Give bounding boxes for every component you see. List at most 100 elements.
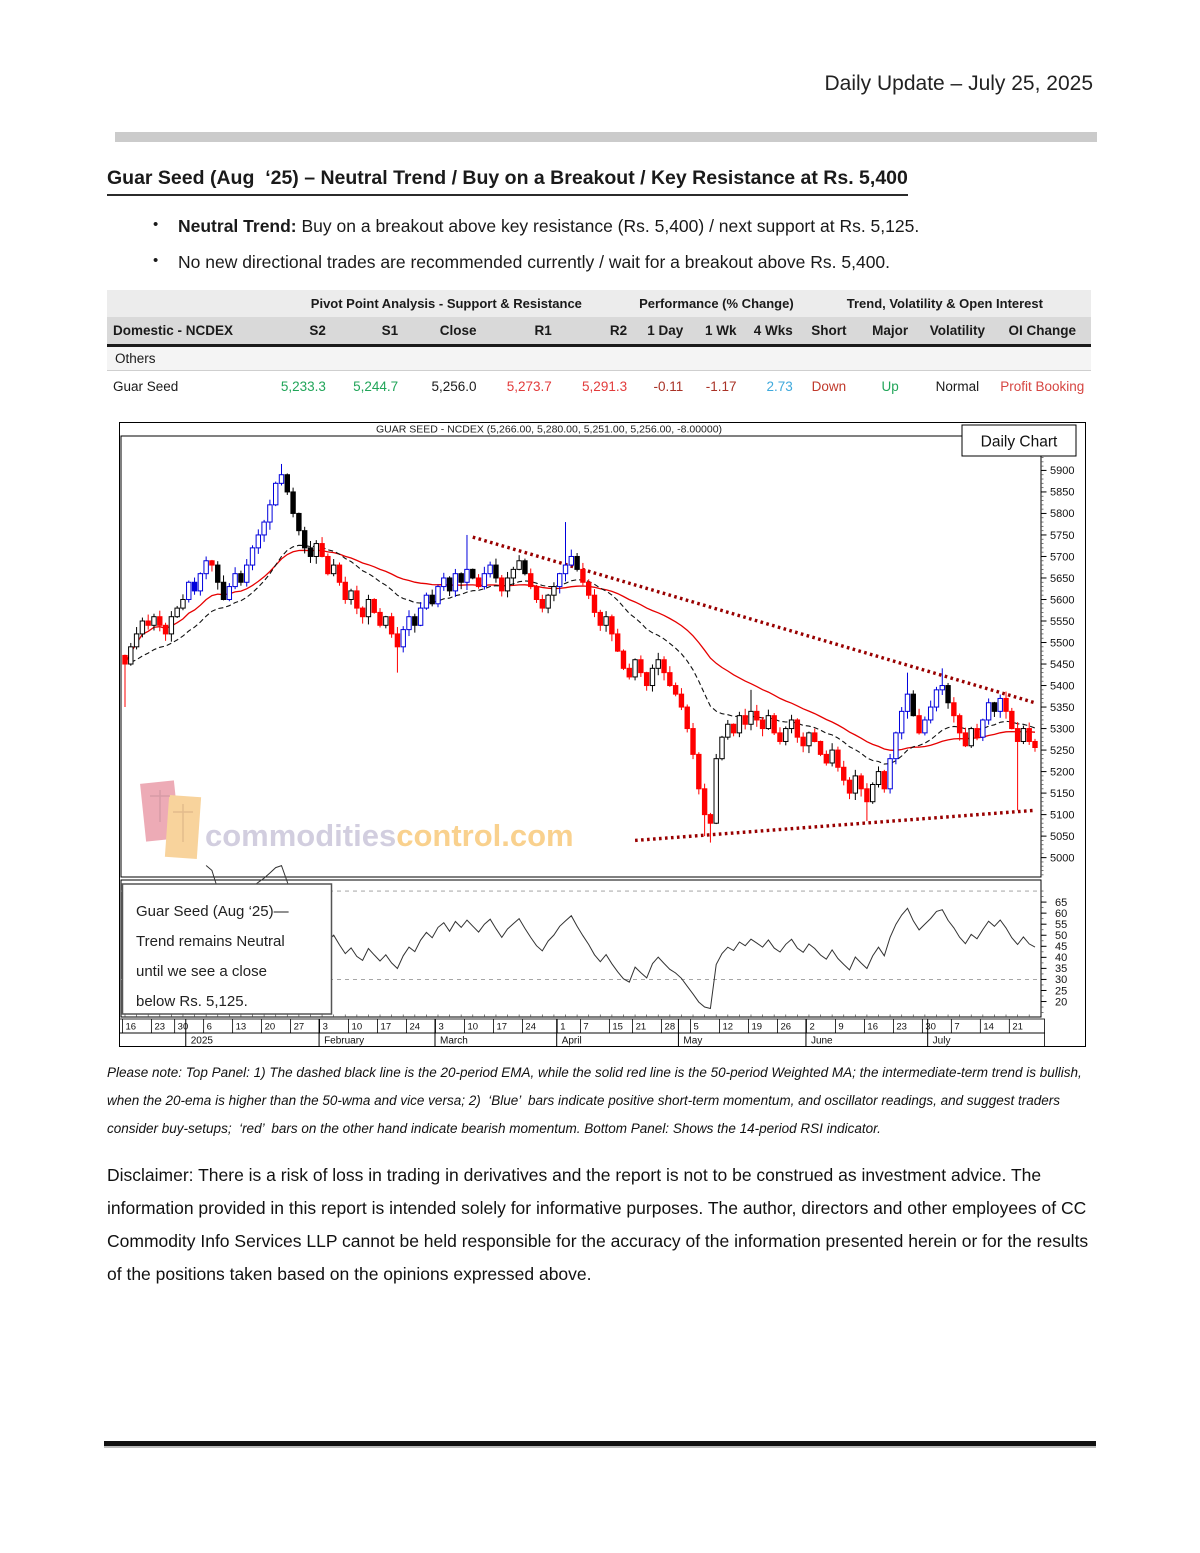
- svg-text:24: 24: [525, 1022, 536, 1033]
- table-column-header: 1 Day: [633, 317, 690, 347]
- svg-text:14: 14: [983, 1022, 994, 1033]
- svg-text:July: July: [933, 1036, 951, 1047]
- table-group-header: Trend, Volatility & Open Interest: [846, 296, 1043, 311]
- svg-text:40: 40: [1055, 952, 1067, 964]
- svg-text:13: 13: [236, 1022, 247, 1033]
- svg-text:10: 10: [467, 1022, 478, 1033]
- svg-text:30: 30: [925, 1022, 936, 1033]
- svg-text:9: 9: [838, 1022, 843, 1033]
- table-cell: Normal: [935, 378, 980, 394]
- svg-text:5450: 5450: [1050, 659, 1074, 671]
- svg-text:45: 45: [1055, 941, 1067, 953]
- section-title: Guar Seed (Aug ‘25) – Neutral Trend / Bu…: [107, 167, 908, 196]
- svg-text:21: 21: [1012, 1022, 1023, 1033]
- divider-bar: [115, 132, 1097, 142]
- disclaimer-text: Disclaimer: There is a risk of loss in t…: [107, 1165, 1089, 1284]
- table-section-row: Others: [107, 345, 1091, 371]
- table-cell: 2.73: [766, 378, 793, 394]
- table-column-header: 4 Wks: [742, 317, 799, 347]
- bullet-text: Buy on a breakout above key resistance (…: [296, 216, 920, 236]
- table-cell: -0.11: [653, 378, 684, 394]
- svg-text:February: February: [324, 1036, 364, 1047]
- bullet-text: No new directional trades are recommende…: [178, 252, 891, 272]
- table-cell: Guar Seed: [113, 378, 179, 394]
- pivot-table: Pivot Point Analysis - Support & Resista…: [107, 290, 1091, 402]
- footer-rule: [104, 1441, 1096, 1448]
- svg-text:5250: 5250: [1050, 745, 1074, 757]
- svg-text:Guar Seed (Aug ‘25)—: Guar Seed (Aug ‘25)—: [136, 903, 289, 920]
- svg-text:5400: 5400: [1050, 680, 1074, 692]
- svg-text:6: 6: [207, 1022, 212, 1033]
- report-content: Daily Update – July 25, 2025 Guar Seed (…: [0, 0, 1200, 1291]
- svg-text:GUAR SEED - NCDEX (5,266.00, 5: GUAR SEED - NCDEX (5,266.00, 5,280.00, 5…: [376, 424, 722, 436]
- svg-text:30: 30: [1055, 974, 1067, 986]
- table-cell: Down: [811, 378, 847, 394]
- table-column-header: Major: [858, 317, 922, 347]
- table-cell: 5,273.7: [506, 378, 552, 394]
- table-group-header-row: Pivot Point Analysis - Support & Resista…: [107, 290, 1091, 317]
- svg-text:2025: 2025: [191, 1036, 214, 1047]
- svg-text:3: 3: [323, 1022, 328, 1033]
- page-header: Daily Update – July 25, 2025: [107, 0, 1094, 96]
- svg-text:5800: 5800: [1050, 508, 1074, 520]
- svg-text:28: 28: [665, 1022, 676, 1033]
- table-group-header: Pivot Point Analysis - Support & Resista…: [310, 296, 582, 311]
- svg-text:16: 16: [126, 1022, 137, 1033]
- svg-text:17: 17: [381, 1022, 392, 1033]
- svg-text:5350: 5350: [1050, 702, 1074, 714]
- svg-text:5200: 5200: [1050, 766, 1074, 778]
- table-cell: 5,233.3: [280, 378, 326, 394]
- svg-text:3: 3: [438, 1022, 443, 1033]
- svg-text:10: 10: [352, 1022, 363, 1033]
- svg-text:30: 30: [178, 1022, 189, 1033]
- guar-seed-chart-svg: GUAR SEED - NCDEX (5,266.00, 5,280.00, 5…: [119, 422, 1086, 1047]
- table-cell: 5,256.0: [431, 378, 477, 394]
- svg-text:5050: 5050: [1050, 831, 1074, 843]
- svg-text:7: 7: [583, 1022, 588, 1033]
- svg-text:Trend remains Neutral: Trend remains Neutral: [136, 933, 285, 950]
- bullet-item: No new directional trades are recommende…: [145, 252, 1093, 273]
- table-cell: 5,291.3: [582, 378, 628, 394]
- svg-text:5700: 5700: [1050, 551, 1074, 563]
- table-cell: Profit Booking: [1000, 378, 1085, 394]
- svg-text:21: 21: [636, 1022, 647, 1033]
- table-section-label: Others: [107, 345, 1091, 371]
- chart-note: Please note: Top Panel: 1) The dashed bl…: [107, 1065, 1086, 1136]
- svg-text:50: 50: [1055, 930, 1067, 942]
- table-column-header: R2: [557, 317, 634, 347]
- bullet-bold-text: Neutral Trend:: [178, 216, 297, 236]
- table-column-header: 1 Wk: [689, 317, 743, 347]
- table-group-header: Performance (% Change): [639, 296, 794, 311]
- svg-text:May: May: [683, 1036, 702, 1047]
- svg-text:23: 23: [154, 1022, 165, 1033]
- svg-text:June: June: [811, 1036, 833, 1047]
- svg-text:5000: 5000: [1050, 852, 1074, 864]
- svg-text:until we see a close: until we see a close: [136, 963, 267, 980]
- table-column-header: Close: [404, 317, 483, 347]
- svg-text:5550: 5550: [1050, 616, 1074, 628]
- table-column-header: Volatility: [921, 317, 994, 347]
- svg-text:7: 7: [954, 1022, 959, 1033]
- table-column-header: R1: [482, 317, 558, 347]
- svg-text:55: 55: [1055, 919, 1067, 931]
- table-column-header: Domestic - NCDEX: [107, 317, 260, 347]
- table-column-header-row: Domestic - NCDEX S2 S1 Close R1 R2 1 Day 1 Wk 4 …: [107, 317, 1091, 347]
- table-cell: 5,244.7: [353, 378, 399, 394]
- price-chart: GUAR SEED - NCDEX (5,266.00, 5,280.00, 5…: [119, 422, 1086, 1047]
- svg-text:5: 5: [694, 1022, 699, 1033]
- svg-text:1: 1: [560, 1022, 565, 1033]
- svg-text:below Rs. 5,125.: below Rs. 5,125.: [136, 993, 248, 1010]
- svg-text:60: 60: [1055, 908, 1067, 920]
- svg-text:25: 25: [1055, 985, 1067, 997]
- svg-text:35: 35: [1055, 963, 1067, 975]
- svg-text:12: 12: [723, 1022, 734, 1033]
- svg-text:27: 27: [294, 1022, 305, 1033]
- svg-text:20: 20: [1055, 996, 1067, 1008]
- svg-text:65: 65: [1055, 897, 1067, 909]
- table-cell: Up: [881, 378, 899, 394]
- svg-text:23: 23: [896, 1022, 907, 1033]
- svg-text:5900: 5900: [1050, 465, 1074, 477]
- svg-text:April: April: [562, 1036, 582, 1047]
- header-title: Daily Update – July 25, 2025: [824, 72, 1094, 95]
